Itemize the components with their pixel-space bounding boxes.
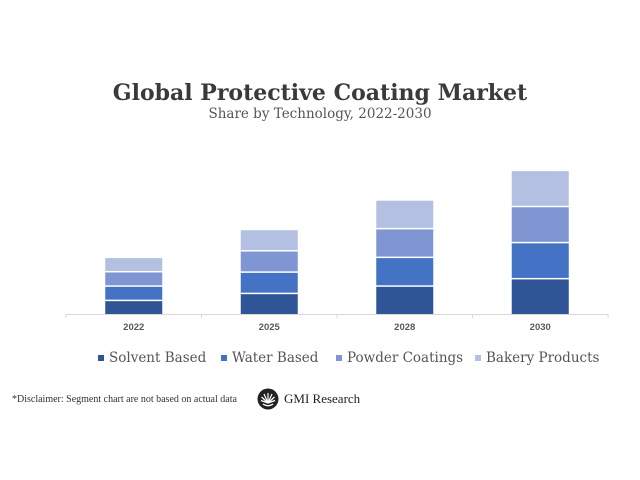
legend-swatch <box>475 355 481 361</box>
bar-segment-solvent-based-2030 <box>511 279 569 314</box>
legend-label: Bakery Products <box>486 350 600 366</box>
x-axis-labels: 2022 2025 2028 2030 <box>123 322 551 333</box>
bars-group <box>105 171 569 314</box>
bar-segment-solvent-based-2022 <box>105 301 163 314</box>
legend-item-water-based: Water Based <box>221 350 318 366</box>
bar-segment-powder-coatings-2028 <box>376 229 434 257</box>
bar-segment-bakery-products-2022 <box>105 258 163 271</box>
bar-segment-water-based-2030 <box>511 243 569 278</box>
bar-segment-solvent-based-2025 <box>240 294 298 314</box>
chart-subtitle: Share by Technology, 2022-2030 <box>208 106 432 122</box>
legend-item-bakery-products: Bakery Products <box>475 350 599 366</box>
x-axis-ticks <box>65 314 609 318</box>
bar-segment-powder-coatings-2022 <box>105 272 163 286</box>
legend: Solvent Based Water Based Powder Coatings B… <box>0 350 640 370</box>
x-tick-label: 2030 <box>530 322 551 333</box>
chart-title: Global Protective Coating Market <box>112 80 528 106</box>
brand-name: GMI Research <box>284 391 361 406</box>
bar-segment-water-based-2025 <box>240 272 298 293</box>
x-tick-label: 2028 <box>394 322 415 333</box>
disclaimer-text: *Disclaimer: Segment chart are not based… <box>12 394 237 405</box>
bar-segment-bakery-products-2025 <box>240 230 298 251</box>
legend-item-solvent-based: Solvent Based <box>98 350 206 366</box>
legend-swatch <box>98 355 104 361</box>
legend-item-powder-coatings: Powder Coatings <box>336 350 463 366</box>
gmi-logo-icon <box>257 388 279 410</box>
x-tick-label: 2022 <box>123 322 144 333</box>
bar-segment-bakery-products-2030 <box>511 171 569 206</box>
bar-segment-powder-coatings-2025 <box>240 251 298 272</box>
bar-segment-powder-coatings-2030 <box>511 207 569 242</box>
bar-segment-solvent-based-2028 <box>376 286 434 314</box>
bar-segment-water-based-2022 <box>105 286 163 300</box>
legend-swatch <box>336 355 342 361</box>
x-tick-label: 2025 <box>259 322 281 333</box>
legend-label: Powder Coatings <box>347 350 464 366</box>
legend-label: Water Based <box>232 350 319 366</box>
bar-segment-bakery-products-2028 <box>376 200 434 228</box>
legend-label: Solvent Based <box>109 350 207 366</box>
legend-swatch <box>221 355 227 361</box>
bar-segment-water-based-2028 <box>376 258 434 286</box>
brand: GMI Research <box>257 388 360 410</box>
